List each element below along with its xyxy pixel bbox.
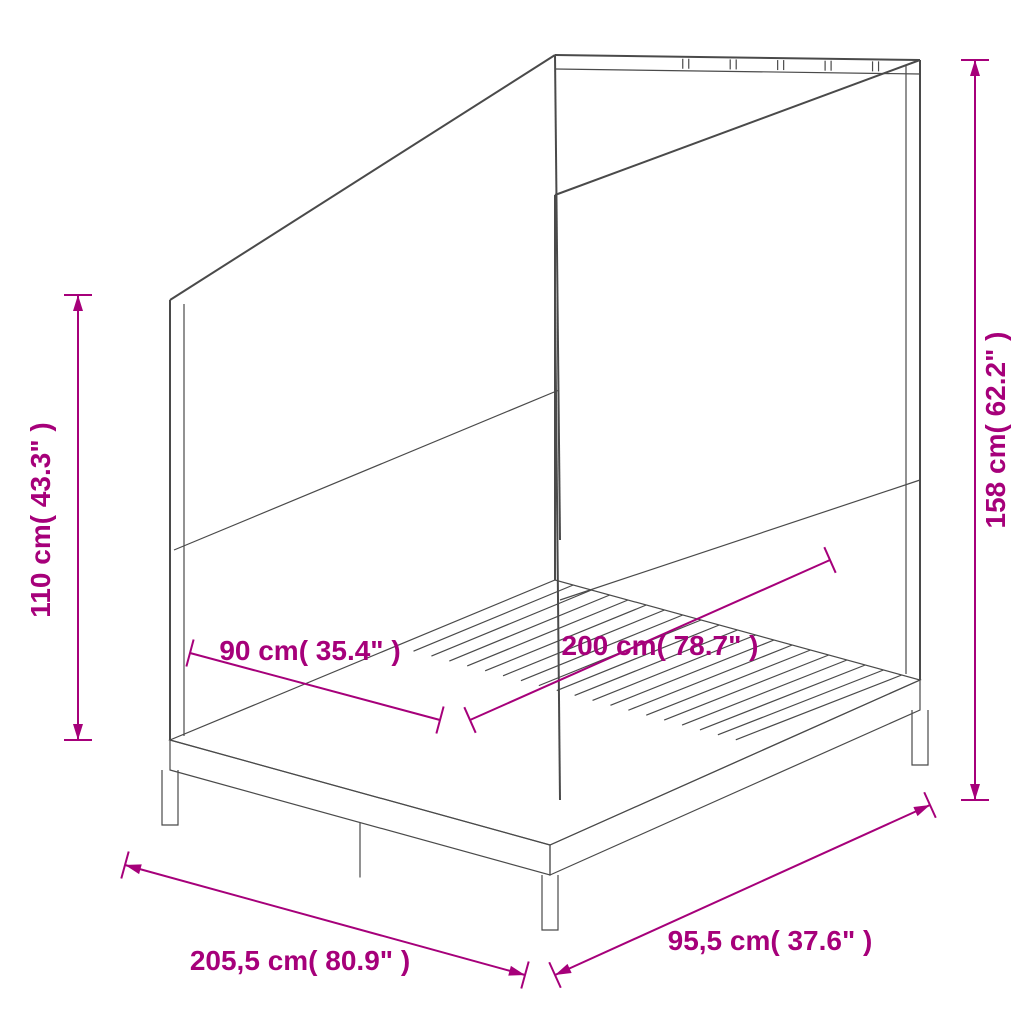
svg-text:95,5 cm( 37.6" ): 95,5 cm( 37.6" ): [668, 925, 873, 956]
svg-text:90 cm( 35.4" ): 90 cm( 35.4" ): [219, 635, 400, 666]
svg-text:205,5 cm( 80.9" ): 205,5 cm( 80.9" ): [190, 945, 410, 976]
svg-text:110 cm( 43.3" ): 110 cm( 43.3" ): [25, 422, 56, 617]
svg-text:158 cm( 62.2" ): 158 cm( 62.2" ): [980, 332, 1011, 529]
svg-text:200 cm( 78.7" ): 200 cm( 78.7" ): [562, 630, 759, 661]
